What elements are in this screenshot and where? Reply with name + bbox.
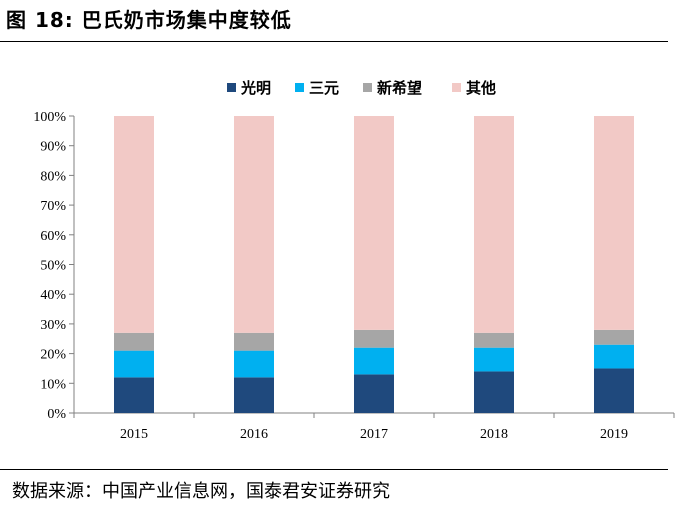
- legend-swatch: [363, 83, 372, 92]
- bar-segment: [234, 377, 274, 413]
- bars: [114, 116, 634, 413]
- bar-segment: [474, 371, 514, 413]
- bar-segment: [474, 347, 514, 372]
- y-tick-label: 10%: [40, 377, 66, 392]
- bar-segment: [474, 332, 514, 348]
- y-tick-label: 20%: [40, 348, 66, 363]
- source-rule: [0, 469, 668, 470]
- y-axis: 0% 10% 20% 30% 40% 50% 60% 70% 80% 90% 100%: [33, 110, 75, 422]
- legend-item: 新希望: [363, 79, 422, 97]
- bar-segment: [114, 116, 154, 333]
- bar-segment: [594, 329, 634, 345]
- x-tick-label: 2015: [120, 427, 148, 442]
- x-tick-label: 2019: [600, 427, 628, 442]
- bar-segment: [594, 116, 634, 330]
- bar-segment: [594, 368, 634, 413]
- bar-segment: [114, 377, 154, 413]
- stacked-bar-chart: 光明 三元 新希望 其他 0% 10% 20% 30% 40% 50% 60% 70% 80% 90% 1…: [33, 79, 675, 442]
- bar-segment: [234, 350, 274, 378]
- legend: 光明 三元 新希望 其他: [227, 79, 496, 97]
- bar-segment: [114, 332, 154, 351]
- x-tick-label: 2018: [480, 427, 508, 442]
- y-tick-label: 90%: [40, 140, 66, 155]
- x-tick-label: 2017: [360, 427, 388, 442]
- legend-label: 三元: [309, 80, 339, 97]
- legend-label: 新希望: [377, 79, 422, 97]
- legend-item: 其他: [452, 79, 496, 97]
- legend-item: 三元: [295, 80, 339, 97]
- bar-segment: [594, 344, 634, 369]
- y-tick-label: 70%: [40, 199, 66, 214]
- y-tick-label: 60%: [40, 229, 66, 244]
- bar-segment: [354, 347, 394, 375]
- bar-segment: [234, 332, 274, 351]
- title-rule: [0, 41, 668, 42]
- legend-label: 光明: [240, 79, 271, 97]
- legend-swatch: [227, 83, 236, 92]
- legend-item: 光明: [227, 79, 271, 97]
- bar-segment: [354, 329, 394, 348]
- x-tick-label: 2016: [240, 427, 268, 442]
- bar-segment: [114, 350, 154, 378]
- y-tick-label: 80%: [40, 169, 66, 184]
- legend-swatch: [452, 83, 461, 92]
- y-tick-label: 40%: [40, 288, 66, 303]
- bar-segment: [474, 116, 514, 333]
- bar-segment: [354, 116, 394, 330]
- y-tick-label: 100%: [33, 110, 66, 125]
- figure-title: 图 18: 巴氏奶市场集中度较低: [6, 8, 292, 32]
- bar-segment: [354, 374, 394, 413]
- y-tick-label: 50%: [40, 259, 66, 274]
- y-tick-label: 0%: [47, 407, 66, 422]
- source-note: 数据来源：中国产业信息网，国泰君安证券研究: [12, 481, 390, 502]
- x-axis: 2015 2016 2017 2018 2019: [73, 412, 675, 442]
- y-tick-label: 30%: [40, 318, 66, 333]
- legend-swatch: [295, 83, 304, 92]
- bar-segment: [234, 116, 274, 333]
- legend-label: 其他: [466, 79, 496, 97]
